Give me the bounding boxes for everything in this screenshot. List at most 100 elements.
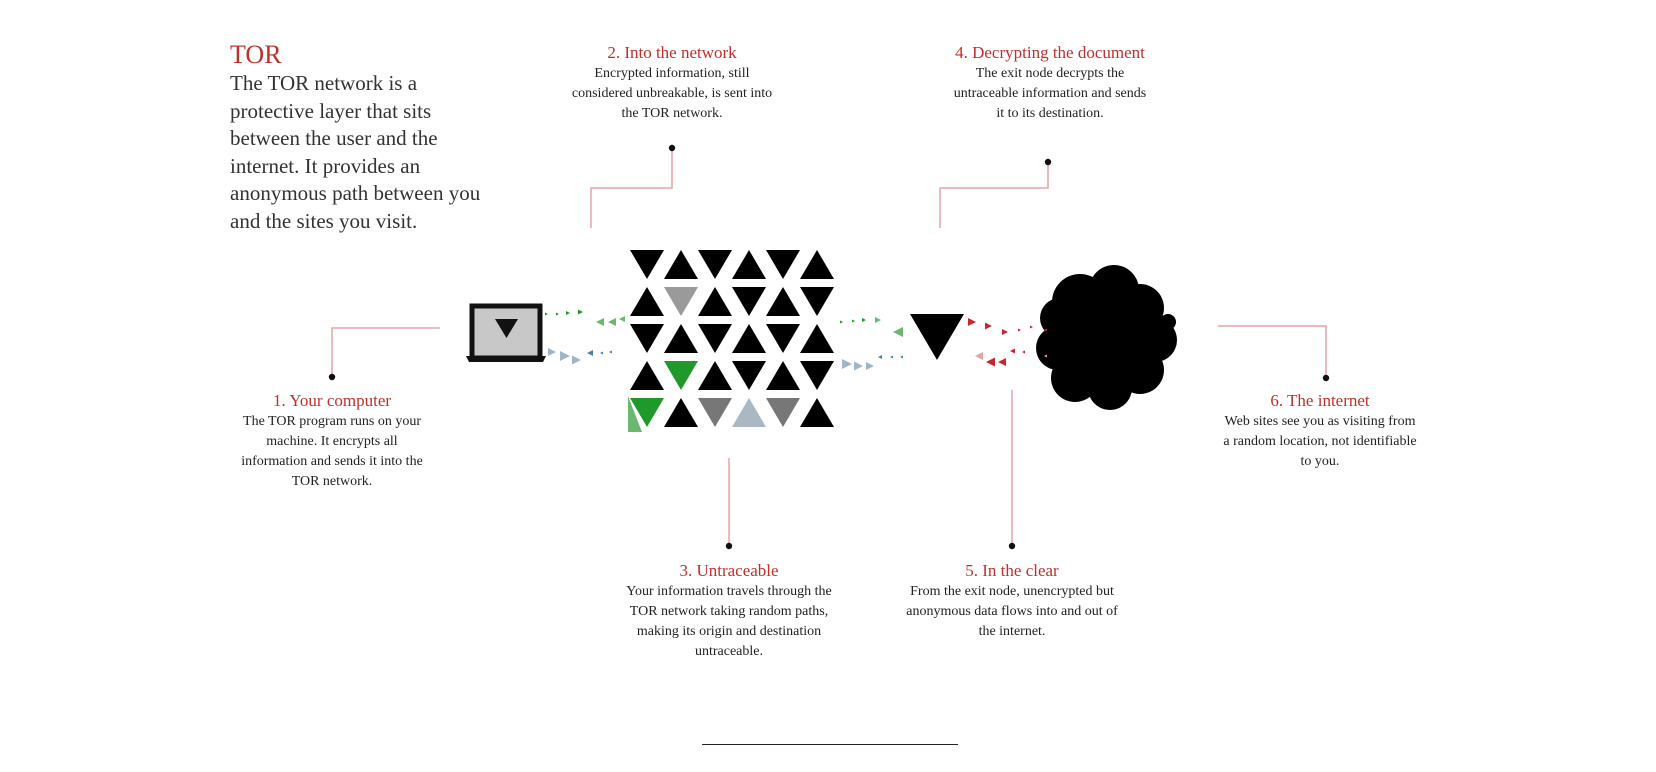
grid-triangle — [732, 287, 766, 316]
grid-triangle — [800, 287, 834, 316]
internet-cloud-icon — [1036, 265, 1177, 410]
data-packet — [596, 318, 604, 326]
grid-triangle — [698, 398, 732, 427]
data-packet — [900, 355, 903, 359]
leader-line-6 — [1218, 325, 1327, 378]
grid-triangle — [698, 361, 732, 390]
data-packet — [566, 311, 570, 315]
leader-dot-5 — [1008, 542, 1016, 550]
data-packet — [1010, 348, 1015, 354]
step-3-title: 3. Untraceable — [679, 561, 779, 580]
step-1-body: The TOR program runs on your machine. It… — [241, 414, 423, 489]
leader-dot-2 — [668, 144, 676, 152]
data-packet — [968, 318, 976, 326]
data-packet — [1002, 329, 1008, 335]
data-flow-particles — [545, 309, 1047, 371]
grid-triangle — [664, 398, 698, 427]
data-packet — [890, 355, 893, 359]
grid-triangle — [800, 324, 834, 353]
grid-triangle — [766, 324, 800, 353]
grid-accent — [628, 396, 642, 432]
data-packet — [866, 362, 874, 370]
data-packet — [862, 318, 866, 322]
grid-triangle — [698, 250, 732, 279]
tor-network-grid-icon — [628, 246, 834, 432]
grid-triangle — [630, 287, 664, 316]
data-packet — [619, 316, 625, 322]
grid-triangle — [766, 250, 800, 279]
step-6-title: 6. The internet — [1270, 391, 1370, 410]
step-6: 6. The internet Web sites see you as vis… — [1220, 390, 1420, 472]
step-6-body: Web sites see you as visiting from a ran… — [1223, 414, 1417, 469]
data-packet — [878, 355, 882, 359]
step-4-body: The exit node decrypts the untraceable i… — [953, 66, 1147, 121]
step-2-body: Encrypted information, still considered … — [571, 66, 773, 121]
step-2: 2. Into the network Encrypted informatio… — [567, 42, 777, 124]
data-packet — [545, 312, 548, 316]
data-packet — [986, 357, 995, 367]
grid-triangle — [766, 287, 800, 316]
data-packet — [587, 350, 593, 356]
grid-triangle — [698, 324, 732, 353]
leader-line-2 — [590, 148, 673, 228]
data-packet — [998, 358, 1006, 366]
leader-dot-3 — [725, 542, 733, 550]
exit-node-icon — [910, 314, 964, 360]
grid-triangle — [664, 250, 698, 279]
grid-triangle — [630, 324, 664, 353]
leader-line-4 — [939, 162, 1049, 228]
grid-triangle — [664, 361, 698, 390]
data-packet — [578, 309, 583, 315]
grid-triangle — [732, 361, 766, 390]
laptop-icon — [466, 303, 546, 362]
step-1-title: 1. Your computer — [272, 391, 392, 410]
step-5-title: 5. In the clear — [965, 561, 1059, 580]
grid-triangle — [630, 250, 664, 279]
data-packet — [560, 351, 570, 361]
grid-triangle — [766, 398, 800, 427]
leader-dot-1 — [328, 373, 336, 381]
data-packet — [1030, 325, 1033, 329]
step-5-body: From the exit node, unencrypted but anon… — [906, 584, 1118, 639]
grid-triangle — [732, 398, 766, 427]
bottom-divider — [702, 744, 958, 745]
leader-dot-6 — [1322, 374, 1330, 382]
grid-triangle — [732, 250, 766, 279]
grid-triangle — [800, 250, 834, 279]
data-packet — [1044, 354, 1047, 358]
data-packet — [1022, 350, 1025, 354]
step-1: 1. Your computer The TOR program runs on… — [232, 390, 432, 492]
step-2-title: 2. Into the network — [607, 43, 737, 62]
intro-title: TOR — [230, 40, 282, 69]
data-packet — [975, 352, 983, 360]
grid-triangle — [766, 361, 800, 390]
data-packet — [875, 317, 881, 323]
data-packet — [893, 327, 903, 337]
grid-triangle — [630, 361, 664, 390]
intro-text: The TOR network is a protective layer th… — [230, 71, 481, 233]
data-packet — [1044, 328, 1047, 332]
step-3: 3. Untraceable Your information travels … — [624, 560, 834, 662]
leader-dots — [328, 144, 1330, 550]
data-packet — [572, 355, 581, 365]
grid-triangle — [630, 398, 664, 427]
data-packet — [840, 320, 843, 324]
step-4: 4. Decrypting the document The exit node… — [950, 42, 1150, 124]
grid-triangle — [664, 324, 698, 353]
grid-triangle — [800, 398, 834, 427]
leader-line-1 — [331, 327, 440, 377]
leader-dot-4 — [1044, 158, 1052, 166]
step-4-title: 4. Decrypting the document — [955, 43, 1145, 62]
grid-triangle — [698, 287, 732, 316]
intro-block: TOR The TOR network is a protective laye… — [230, 40, 500, 235]
data-packet — [609, 350, 612, 354]
data-packet — [1018, 328, 1021, 332]
data-packet — [854, 361, 863, 371]
data-packet — [852, 319, 855, 323]
data-packet — [548, 348, 556, 356]
data-packet — [608, 318, 616, 326]
grid-triangle — [800, 361, 834, 390]
data-packet — [985, 322, 992, 330]
